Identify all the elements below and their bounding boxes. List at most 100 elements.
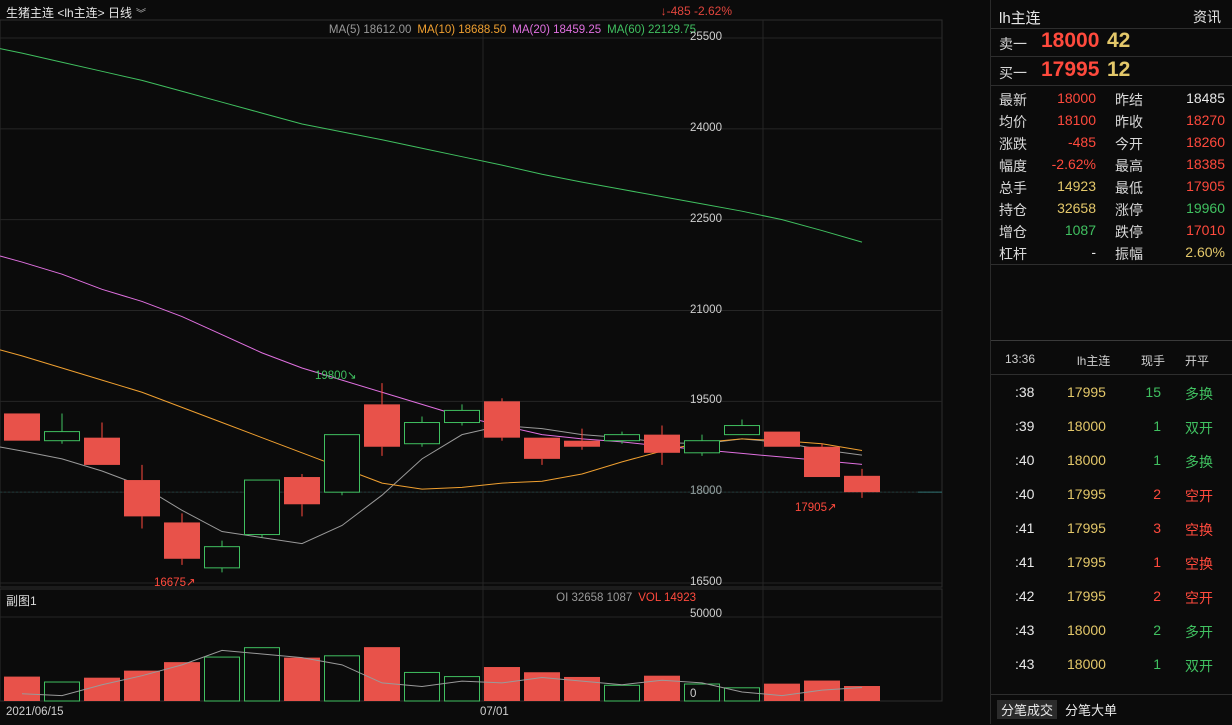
- quote-value: 18270: [1186, 112, 1225, 128]
- ask-row[interactable]: 卖一 18000 42: [991, 28, 1232, 56]
- tick-row[interactable]: :42 17995 2 空开: [991, 580, 1232, 614]
- tick-row[interactable]: :38 17995 15 多换: [991, 376, 1232, 410]
- bid-row[interactable]: 买一 17995 12: [991, 57, 1232, 85]
- tick-price: 18000: [1067, 622, 1106, 638]
- bid-label: 买一: [999, 65, 1027, 81]
- volume-bar-up: [724, 687, 760, 702]
- tick-row[interactable]: :39 18000 1 双开: [991, 410, 1232, 444]
- candle-body-down: [524, 437, 560, 459]
- quote-row: 杠杆 - 振幅 2.60%: [991, 241, 1232, 263]
- tick-time: :43: [1015, 656, 1035, 672]
- quote-value: -: [1091, 244, 1096, 260]
- y-axis-tick-label: 24000: [690, 121, 722, 134]
- tab-tick-trades[interactable]: 分笔成交: [997, 700, 1058, 719]
- volume-bar-down: [484, 667, 520, 701]
- volume-bar-down: [4, 676, 40, 701]
- ask-volume: 42: [1107, 29, 1131, 52]
- volume-bar-down: [564, 676, 600, 701]
- candle-body-down: [844, 475, 880, 493]
- tick-time: :41: [1015, 520, 1035, 536]
- quote-value: 14923: [1057, 178, 1096, 194]
- tick-tabs: 分笔成交 分笔大单: [991, 694, 1232, 725]
- tick-row[interactable]: :40 17995 2 空开: [991, 478, 1232, 512]
- candle-body-up: [604, 434, 640, 442]
- candle-body-down: [4, 413, 40, 441]
- info-link[interactable]: 资讯: [1193, 9, 1221, 25]
- low-annotation: 16675↗: [154, 577, 196, 589]
- subchart-y-tick-label: 50000: [690, 608, 722, 620]
- subchart-legend-item: OI 32658 1087: [556, 592, 633, 604]
- candle-body-up: [44, 431, 80, 442]
- candle-body-down: [644, 434, 680, 453]
- symbol-selector[interactable]: 生猪主连 <lh主连> 日线 ︾: [6, 4, 146, 21]
- candle-body-up: [244, 479, 280, 536]
- subchart-legend-item: VOL 14923: [638, 592, 696, 604]
- tab-large-orders[interactable]: 分笔大单: [1065, 703, 1118, 718]
- quote-value: 2.60%: [1185, 244, 1225, 260]
- latest-low-annotation: 17905↗: [795, 502, 837, 514]
- tick-type: 空开: [1185, 488, 1213, 504]
- volume-bar-down: [644, 675, 680, 701]
- volume-bar-up: [684, 683, 720, 702]
- tick-price: 17995: [1067, 486, 1106, 502]
- tick-row[interactable]: :40 18000 1 多换: [991, 444, 1232, 478]
- tick-time: :40: [1015, 486, 1035, 502]
- ma-legend: MA(5) 18612.00 MA(10) 18688.50 MA(20) 1845…: [323, 24, 696, 36]
- quote-key: 最低: [1115, 180, 1143, 196]
- candle-body-down: [804, 446, 840, 478]
- quote-row: 幅度 -2.62% 最高 18385: [991, 153, 1232, 175]
- candle-body-down: [764, 431, 800, 447]
- tick-price: 17995: [1067, 384, 1106, 400]
- open-interest-line: [21, 649, 863, 697]
- quote-key: 总手: [999, 180, 1027, 196]
- ticks-header-time: 13:36: [1005, 352, 1036, 366]
- quote-value: -2.62%: [1051, 156, 1096, 172]
- tick-row[interactable]: :41 17995 1 空换: [991, 546, 1232, 580]
- tick-time: :41: [1015, 554, 1035, 570]
- ticks-header-type: 开平: [1185, 354, 1210, 368]
- tick-time: :42: [1015, 588, 1035, 604]
- quote-key: 跌停: [1115, 224, 1143, 240]
- tick-price: 17995: [1067, 588, 1106, 604]
- volume-bar-down: [764, 683, 800, 701]
- ticks-header-volume: 现手: [1141, 354, 1166, 368]
- candle-body-down: [284, 477, 320, 505]
- subchart-title[interactable]: 副图1: [6, 594, 37, 608]
- quote-key: 增仓: [999, 224, 1027, 240]
- candle-body-down: [164, 522, 200, 559]
- tick-row[interactable]: :43 18000 2 多开: [991, 614, 1232, 648]
- ask-label: 卖一: [999, 36, 1027, 52]
- tick-row[interactable]: :43 18000 1 双开: [991, 648, 1232, 682]
- quote-key: 杠杆: [999, 246, 1027, 262]
- y-axis-tick-label: 21000: [690, 303, 722, 316]
- tick-time: :43: [1015, 622, 1035, 638]
- tick-time: :38: [1015, 384, 1035, 400]
- tick-type: 空开: [1185, 590, 1213, 606]
- tick-row[interactable]: :41 17995 3 空换: [991, 512, 1232, 546]
- tick-type: 双开: [1185, 420, 1213, 436]
- subchart-y-tick-label: 0: [690, 688, 697, 700]
- bid-price: 17995: [1041, 58, 1100, 81]
- tick-price: 17995: [1067, 520, 1106, 536]
- candle-body-up: [204, 546, 240, 569]
- volume-bar-up: [604, 684, 640, 702]
- quote-value: -485: [1067, 134, 1096, 150]
- quote-value: 18385: [1186, 156, 1225, 172]
- quote-key: 涨停: [1115, 202, 1143, 218]
- quote-row: 涨跌 -485 今开 18260: [991, 131, 1232, 153]
- subchart-legend: OI 32658 1087 VOL 14923: [550, 592, 696, 604]
- kline-chart-svg[interactable]: [0, 0, 988, 724]
- chevron-double-down-icon[interactable]: ︾: [136, 9, 147, 20]
- volume-bar-up: [204, 656, 240, 702]
- y-axis-tick-label: 19500: [690, 394, 722, 407]
- volume-bar-up: [444, 676, 480, 702]
- quote-value: 18485: [1186, 90, 1225, 106]
- quote-value: 17905: [1186, 178, 1225, 194]
- ma-line-ma10: [0, 349, 863, 490]
- kline-chart-area[interactable]: 生猪主连 <lh主连> 日线 ︾ ↓-485 -2.62% MA(5) 18612…: [0, 0, 988, 724]
- tick-volume: 3: [1153, 520, 1161, 536]
- main-plot-frame: [0, 19, 943, 588]
- tick-type: 多换: [1185, 386, 1213, 402]
- candle-body-up: [444, 409, 480, 424]
- quote-key: 最高: [1115, 158, 1143, 174]
